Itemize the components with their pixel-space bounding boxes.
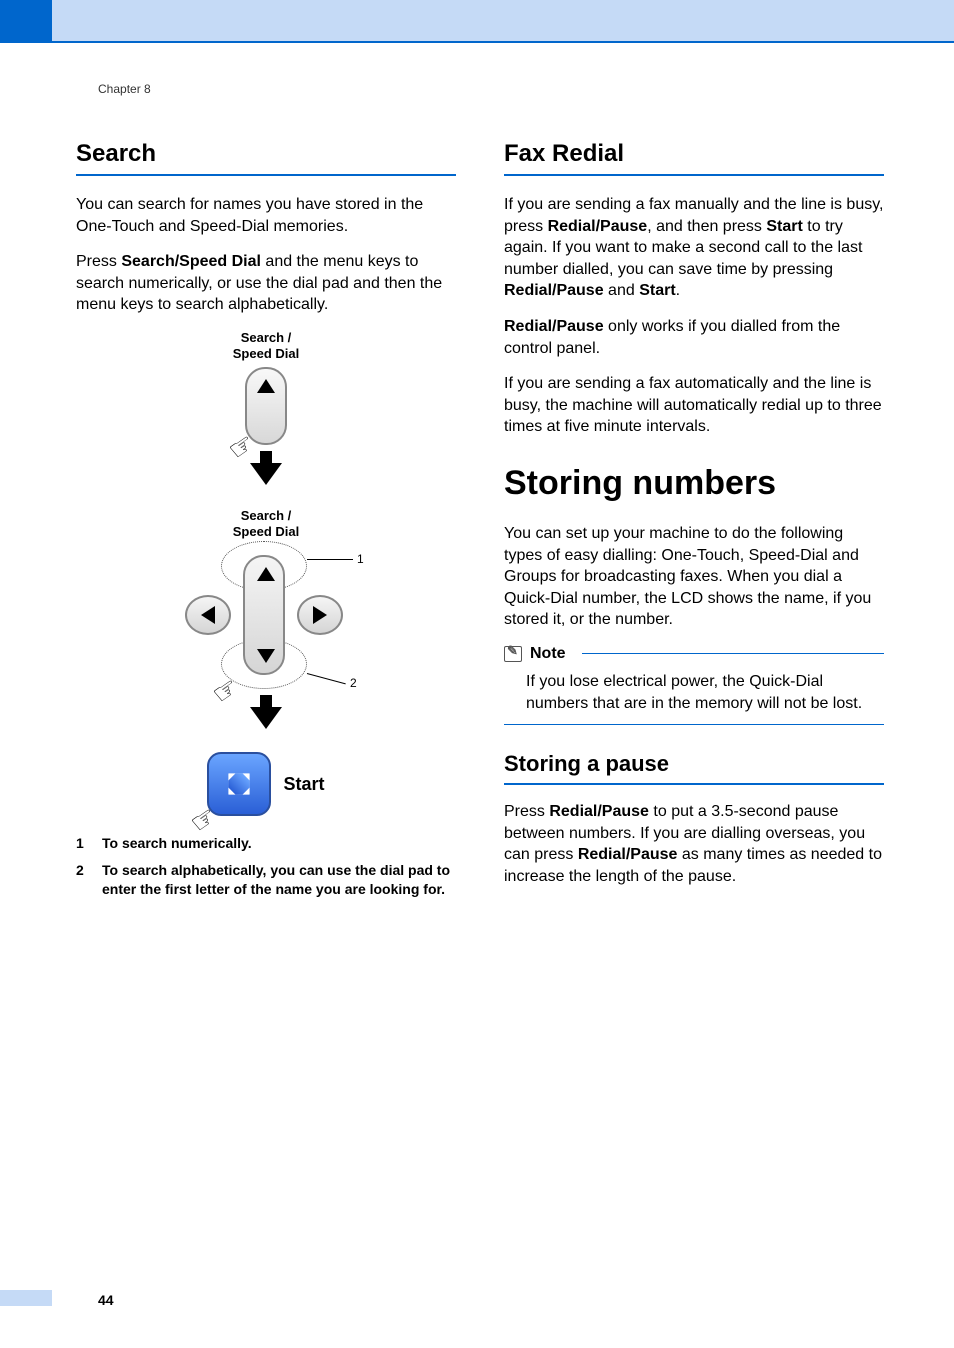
para-storing: You can set up your machine to do the fo… [504, 523, 884, 631]
callout-1-line [307, 559, 353, 560]
text: Press [504, 803, 549, 820]
figure-start: ☞ Start [76, 752, 456, 816]
definition-1: 1 To search numerically. [76, 834, 456, 853]
text: Search / [241, 508, 292, 523]
dpad-right-button [297, 595, 343, 635]
figure-label-2: Search / Speed Dial [76, 508, 456, 539]
start-button: ☞ [207, 752, 271, 816]
para-search-1: You can search for names you have stored… [76, 194, 456, 237]
text: Speed Dial [233, 524, 299, 539]
text: . [676, 282, 680, 299]
figure-speed-dial-2: Search / Speed Dial 1 2 ☞ [76, 508, 456, 685]
dpad-left-button [185, 595, 231, 635]
bold-redial-pause: Redial/Pause [578, 846, 678, 863]
speed-dial-button: ☞ [245, 367, 287, 445]
heading-storing-numbers: Storing numbers [504, 464, 884, 503]
callout-1-number: 1 [357, 552, 364, 566]
note-box: Note If you lose electrical power, the Q… [504, 645, 884, 725]
start-row: ☞ Start [76, 752, 456, 816]
para-fax-1: If you are sending a fax manually and th… [504, 194, 884, 302]
def-text: To search alphabetically, you can use th… [102, 861, 456, 899]
figure-speed-dial-1: Search / Speed Dial ☞ [76, 330, 456, 445]
footer-accent [0, 1290, 52, 1306]
start-label: Start [283, 774, 324, 795]
arrow-step-1 [76, 463, 456, 490]
page-number: 44 [98, 1292, 114, 1308]
para-fax-3: If you are sending a fax automatically a… [504, 373, 884, 438]
triangle-up-icon [257, 567, 275, 581]
top-banner-divider [52, 41, 954, 43]
arrow-down-icon [250, 463, 282, 485]
triangle-right-icon [313, 606, 327, 624]
bold-redial-pause: Redial/Pause [504, 282, 604, 299]
bold-search-speed-dial: Search/Speed Dial [121, 253, 261, 270]
def-text: To search numerically. [102, 834, 252, 853]
note-header: Note [504, 645, 884, 663]
chapter-label: Chapter 8 [98, 82, 151, 96]
note-icon [504, 646, 522, 662]
arrow-down-icon [250, 707, 282, 729]
heading-fax-redial: Fax Redial [504, 140, 884, 176]
def-num: 2 [76, 861, 88, 899]
dpad-center-button [243, 555, 285, 675]
content-columns: Search You can search for names you have… [76, 140, 884, 907]
callout-2-number: 2 [350, 676, 357, 690]
triangle-down-icon [257, 649, 275, 663]
para-fax-2: Redial/Pause only works if you dialled f… [504, 316, 884, 359]
start-diamond-icon [218, 763, 260, 805]
text: , and then press [647, 218, 766, 235]
figure-label-1: Search / Speed Dial [76, 330, 456, 361]
bold-start: Start [766, 218, 802, 235]
left-column: Search You can search for names you have… [76, 140, 456, 907]
left-margin [0, 0, 52, 1348]
bold-start: Start [639, 282, 675, 299]
right-column: Fax Redial If you are sending a fax manu… [504, 140, 884, 907]
bold-redial-pause: Redial/Pause [504, 318, 604, 335]
left-tab-accent [0, 0, 52, 43]
text: and [604, 282, 640, 299]
dpad: 1 2 ☞ [171, 545, 361, 685]
note-header-line [582, 653, 884, 654]
arrow-step-2 [76, 707, 456, 734]
bold-redial-pause: Redial/Pause [548, 218, 648, 235]
text: Press [76, 253, 121, 270]
definition-2: 2 To search alphabetically, you can use … [76, 861, 456, 899]
def-num: 1 [76, 834, 88, 853]
text: Speed Dial [233, 346, 299, 361]
note-label: Note [530, 645, 566, 663]
heading-search: Search [76, 140, 456, 176]
oval-button-shape [245, 367, 287, 445]
para-pause: Press Redial/Pause to put a 3.5-second p… [504, 801, 884, 887]
callout-2-line [307, 673, 346, 684]
heading-storing-pause: Storing a pause [504, 751, 884, 785]
triangle-up-icon [257, 379, 275, 393]
para-search-2: Press Search/Speed Dial and the menu key… [76, 251, 456, 316]
bold-redial-pause: Redial/Pause [549, 803, 649, 820]
text: Search / [241, 330, 292, 345]
triangle-left-icon [201, 606, 215, 624]
note-body: If you lose electrical power, the Quick-… [504, 663, 884, 725]
top-banner [0, 0, 954, 41]
